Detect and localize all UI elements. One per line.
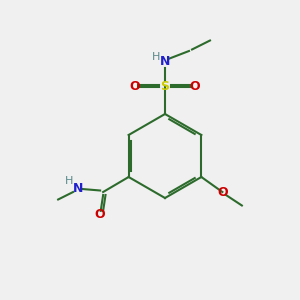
- Text: O: O: [95, 208, 105, 221]
- Text: S: S: [160, 80, 169, 94]
- Text: N: N: [160, 55, 170, 68]
- Text: O: O: [130, 80, 140, 94]
- Text: O: O: [190, 80, 200, 94]
- Text: H: H: [65, 176, 74, 187]
- Text: N: N: [72, 182, 83, 196]
- Text: H: H: [152, 52, 160, 62]
- Text: O: O: [217, 185, 228, 199]
